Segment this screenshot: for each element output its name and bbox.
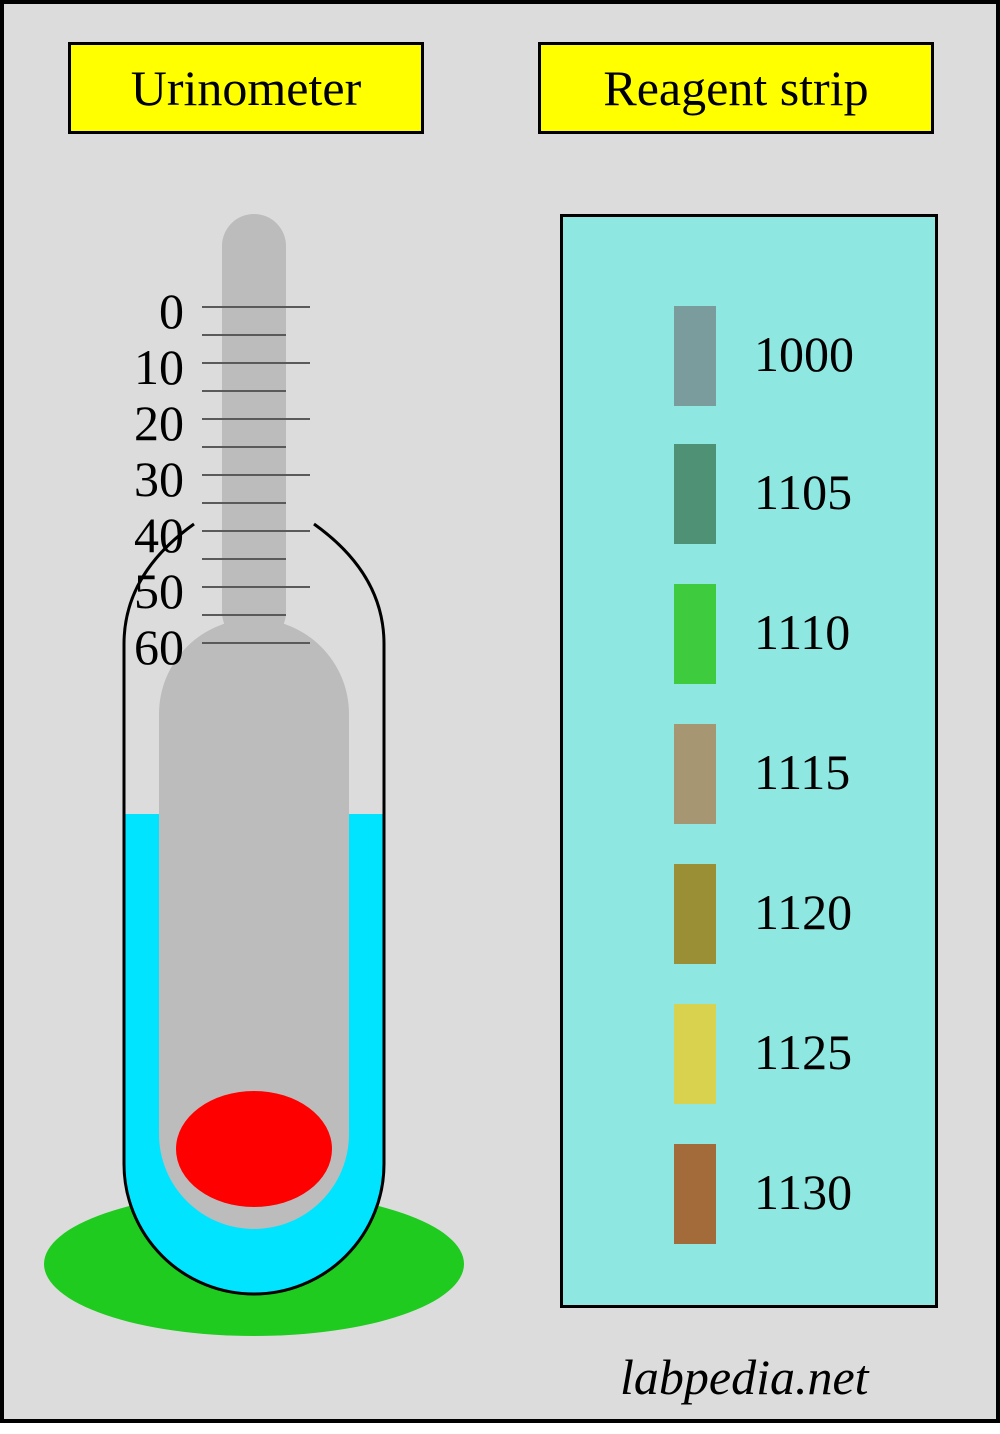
tick-0 bbox=[202, 306, 310, 308]
swatch-label-1130: 1130 bbox=[754, 1163, 852, 1221]
swatch-1125 bbox=[674, 1004, 716, 1104]
urinometer-title-text: Urinometer bbox=[131, 59, 361, 117]
tick-3 bbox=[202, 390, 286, 392]
scale-label-50: 50 bbox=[124, 562, 184, 620]
tick-1 bbox=[202, 334, 286, 336]
tick-8 bbox=[202, 530, 310, 532]
stem bbox=[222, 214, 286, 644]
tick-9 bbox=[202, 558, 286, 560]
tick-2 bbox=[202, 362, 310, 364]
tick-7 bbox=[202, 502, 286, 504]
tick-4 bbox=[202, 418, 310, 420]
tick-5 bbox=[202, 446, 286, 448]
reagent-title-text: Reagent strip bbox=[603, 59, 868, 117]
swatch-label-1000: 1000 bbox=[754, 325, 854, 383]
swatch-1110 bbox=[674, 584, 716, 684]
swatch-label-1110: 1110 bbox=[754, 603, 850, 661]
swatch-label-1125: 1125 bbox=[754, 1023, 852, 1081]
footer-text: labpedia.net bbox=[620, 1349, 869, 1405]
swatch-label-1105: 1105 bbox=[754, 463, 852, 521]
weight-ball bbox=[176, 1091, 332, 1207]
swatch-label-1115: 1115 bbox=[754, 743, 850, 801]
swatch-label-1120: 1120 bbox=[754, 883, 852, 941]
swatch-1105 bbox=[674, 444, 716, 544]
swatch-1120 bbox=[674, 864, 716, 964]
tube-top-right bbox=[314, 524, 384, 644]
swatch-1115 bbox=[674, 724, 716, 824]
footer-credit: labpedia.net bbox=[620, 1348, 869, 1406]
tick-6 bbox=[202, 474, 310, 476]
swatch-1000 bbox=[674, 306, 716, 406]
scale-label-20: 20 bbox=[124, 394, 184, 452]
scale-label-30: 30 bbox=[124, 450, 184, 508]
swatch-1130 bbox=[674, 1144, 716, 1244]
diagram-frame: Urinometer Reagent strip 1000 1105 1110 111… bbox=[0, 0, 1000, 1423]
scale-label-0: 0 bbox=[124, 282, 184, 340]
tick-12 bbox=[202, 642, 310, 644]
reagent-title: Reagent strip bbox=[538, 42, 934, 134]
tick-11 bbox=[202, 614, 286, 616]
tick-10 bbox=[202, 586, 310, 588]
scale-label-10: 10 bbox=[124, 338, 184, 396]
scale-label-40: 40 bbox=[124, 506, 184, 564]
scale-label-60: 60 bbox=[124, 618, 184, 676]
reagent-panel bbox=[560, 214, 938, 1308]
urinometer-title: Urinometer bbox=[68, 42, 424, 134]
